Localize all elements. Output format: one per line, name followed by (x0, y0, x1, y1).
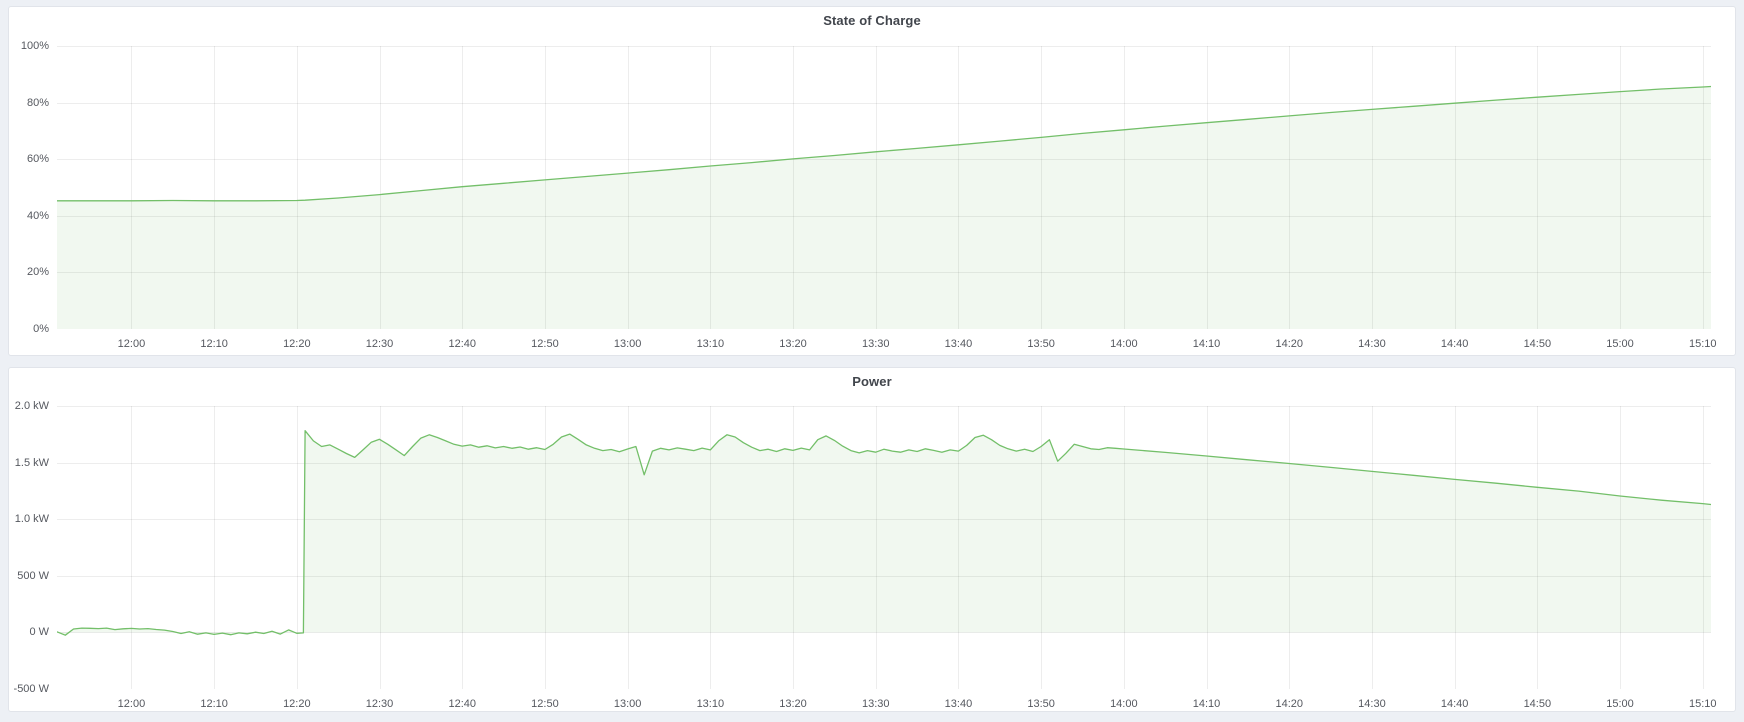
y-axis-tick-label: 40% (26, 209, 49, 222)
x-axis-tick-label: 12:10 (200, 338, 228, 350)
power-chart-plot-area[interactable] (57, 406, 1711, 689)
panel-power: Power -500 W 0 W 500 W 1.0 kW 1.5 kW 2.0 kW 12… (8, 367, 1736, 712)
y-axis-tick-label: 0% (33, 323, 49, 335)
x-axis-tick-label: 14:10 (1192, 338, 1221, 350)
x-axis-tick-label: 13:40 (944, 338, 973, 350)
x-axis-tick-label: 14:40 (1440, 698, 1469, 710)
x-axis-tick-label: 14:00 (1110, 338, 1138, 350)
x-axis-tick-label: 13:10 (696, 338, 725, 350)
series-area-fill (57, 430, 1711, 636)
x-axis-tick-label: 13:10 (696, 698, 725, 710)
x-axis-tick-label: 14:30 (1358, 698, 1386, 710)
chart-canvas (57, 46, 1711, 329)
x-axis-tick-label: 14:50 (1523, 338, 1552, 350)
x-axis-tick-label: 12:30 (365, 338, 394, 350)
panel-title-state-of-charge[interactable]: State of Charge (823, 13, 921, 28)
y-axis-tick-label: 1.0 kW (14, 513, 49, 526)
x-axis-tick-label: 14:00 (1110, 698, 1138, 710)
y-axis-tick-label: -500 W (13, 683, 49, 695)
grid-lines (57, 406, 1711, 689)
x-axis-tick-label: 15:00 (1606, 338, 1634, 350)
x-axis-tick-label: 13:50 (1027, 338, 1055, 350)
y-axis-tick-label: 500 W (17, 569, 49, 582)
x-axis-tick-label: 12:00 (117, 698, 146, 710)
panel-state-of-charge: State of Charge 0% 20% 40% 60% 80% 100% 12:00 1… (8, 6, 1736, 356)
x-axis-tick-label: 15:10 (1688, 698, 1717, 710)
y-axis-tick-label: 1.5 kW (14, 456, 49, 469)
x-axis-tick-label: 12:50 (531, 338, 559, 350)
panel-title-power[interactable]: Power (852, 374, 892, 389)
x-axis-tick-label: 14:10 (1192, 698, 1221, 710)
x-axis-tick-label: 13:40 (944, 698, 973, 710)
x-axis-tick-label: 15:00 (1606, 698, 1634, 710)
y-axis-tick-label: 100% (20, 40, 49, 52)
x-axis-tick-label: 13:00 (613, 338, 642, 350)
x-axis-tick-label: 14:30 (1358, 338, 1386, 350)
x-axis-tick-label: 12:40 (448, 698, 476, 710)
x-axis-tick-label: 15:10 (1688, 338, 1717, 350)
series-line (57, 430, 1711, 636)
x-axis-tick-label: 12:20 (283, 698, 311, 710)
x-axis-tick-label: 12:10 (200, 698, 228, 710)
x-axis-tick-label: 12:20 (283, 338, 311, 350)
x-axis-tick-label: 12:00 (117, 338, 146, 350)
chart-canvas (57, 406, 1711, 689)
grid-lines (57, 46, 1711, 329)
y-axis-tick-label: 0 W (29, 626, 49, 639)
x-axis-tick-label: 14:50 (1523, 698, 1552, 710)
x-axis-tick-label: 14:20 (1275, 338, 1303, 350)
x-axis-tick-label: 12:30 (365, 698, 394, 710)
x-axis-tick-label: 13:20 (779, 338, 807, 350)
y-axis-tick-label: 2.0 kW (14, 400, 49, 412)
series-line (57, 85, 1711, 202)
x-axis-tick-label: 12:40 (448, 338, 476, 350)
x-axis-tick-label: 14:20 (1275, 698, 1303, 710)
x-axis-tick-label: 13:30 (861, 338, 890, 350)
x-axis-tick-label: 13:00 (613, 698, 642, 710)
x-axis-tick-label: 14:40 (1440, 338, 1469, 350)
x-axis-tick-label: 13:20 (779, 698, 807, 710)
y-axis-tick-label: 80% (26, 96, 49, 109)
x-axis-tick-label: 12:50 (531, 698, 559, 710)
y-axis-tick-label: 60% (26, 153, 49, 166)
soc-chart-plot-area[interactable] (57, 46, 1711, 329)
series-area-fill (57, 86, 1711, 329)
y-axis-tick-label: 20% (26, 266, 49, 279)
x-axis-tick-label: 13:30 (861, 698, 890, 710)
x-axis-tick-label: 13:50 (1027, 698, 1055, 710)
